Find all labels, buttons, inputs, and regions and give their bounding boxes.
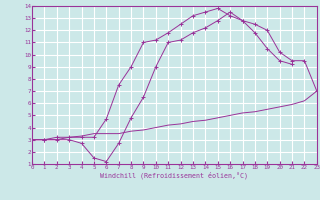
X-axis label: Windchill (Refroidissement éolien,°C): Windchill (Refroidissement éolien,°C)	[100, 171, 248, 179]
